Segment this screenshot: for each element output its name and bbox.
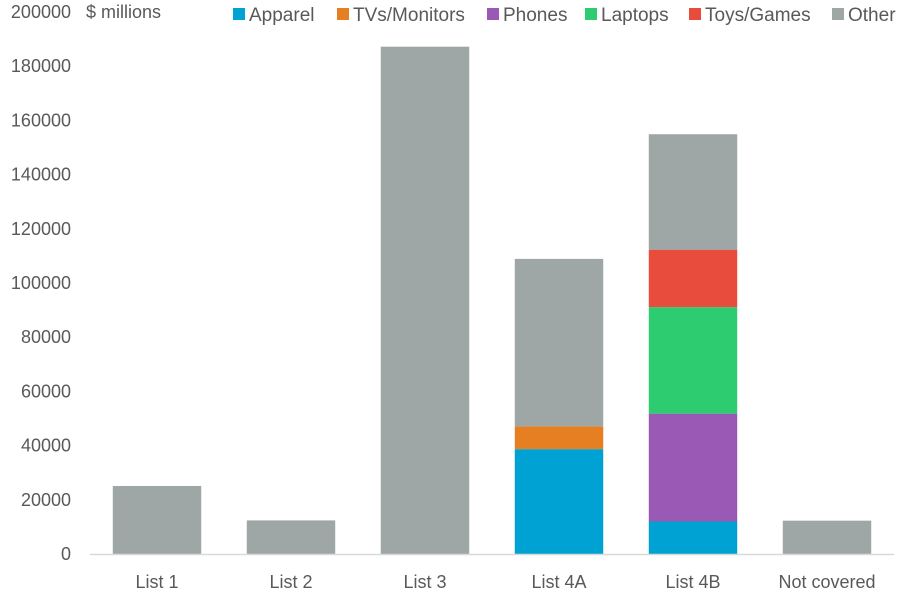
legend-item-toys-games: Toys/Games [689,5,811,26]
x-tick-label: List 2 [269,572,312,592]
bar-list-4a-apparel [514,449,604,554]
bar-list-2-other [246,520,336,554]
legend-label: Phones [503,5,567,26]
legend-label: Laptops [601,5,669,26]
y-tick-label: 60000 [21,381,71,401]
bars [112,46,872,554]
legend: Apparel TVs/Monitors Phones Laptops Toys/Gam… [233,5,896,26]
x-tick-label: List 4A [531,572,586,592]
y-tick-label: 20000 [21,490,71,510]
x-tick-label: List 1 [135,572,178,592]
legend-swatch [337,8,349,20]
bar-list-4a-other [514,258,604,427]
y-tick-label: 40000 [21,436,71,456]
legend-label: TVs/Monitors [353,5,465,26]
x-tick-label: Not covered [778,572,875,592]
x-tick-label: List 4B [665,572,720,592]
y-tick-label: 140000 [11,165,71,185]
unit-label: $ millions [86,2,161,22]
y-tick-label: 0 [61,544,71,564]
y-tick-label: 180000 [11,56,71,76]
bar-list-4b-phones [648,413,738,522]
legend-item-tvs-monitors: TVs/Monitors [337,5,465,26]
bar-not-covered-other [782,520,872,554]
y-tick-label: 80000 [21,327,71,347]
bar-list-4a-tvs-monitors [514,426,604,450]
y-tick-label: 200000 [11,2,71,22]
bar-list-3-other [380,46,470,554]
y-axis-ticks: 0 20000 40000 60000 80000 100000 120000 140000 1… [11,2,71,564]
bar-list-4b-laptops [648,307,738,414]
legend-swatch [233,8,245,20]
legend-item-laptops: Laptops [585,5,669,26]
legend-item-phones: Phones [487,5,567,26]
legend-swatch [487,8,499,20]
bar-list-4b-toys-games [648,249,738,308]
bar-list-1-other [112,485,202,554]
bar-list-4b-other [648,134,738,250]
legend-item-apparel: Apparel [233,5,315,26]
x-axis-ticks: List 1 List 2 List 3 List 4A List 4B Not cove… [135,572,875,592]
legend-label: Toys/Games [705,5,811,26]
legend-swatch [689,8,701,20]
bar-list-4b-apparel [648,521,738,554]
x-tick-label: List 3 [403,572,446,592]
legend-swatch [585,8,597,20]
y-tick-label: 160000 [11,110,71,130]
legend-swatch [832,8,844,20]
y-tick-label: 120000 [11,219,71,239]
legend-label: Apparel [249,5,315,26]
y-tick-label: 100000 [11,273,71,293]
legend-item-other: Other [832,5,896,26]
legend-label: Other [848,5,896,26]
